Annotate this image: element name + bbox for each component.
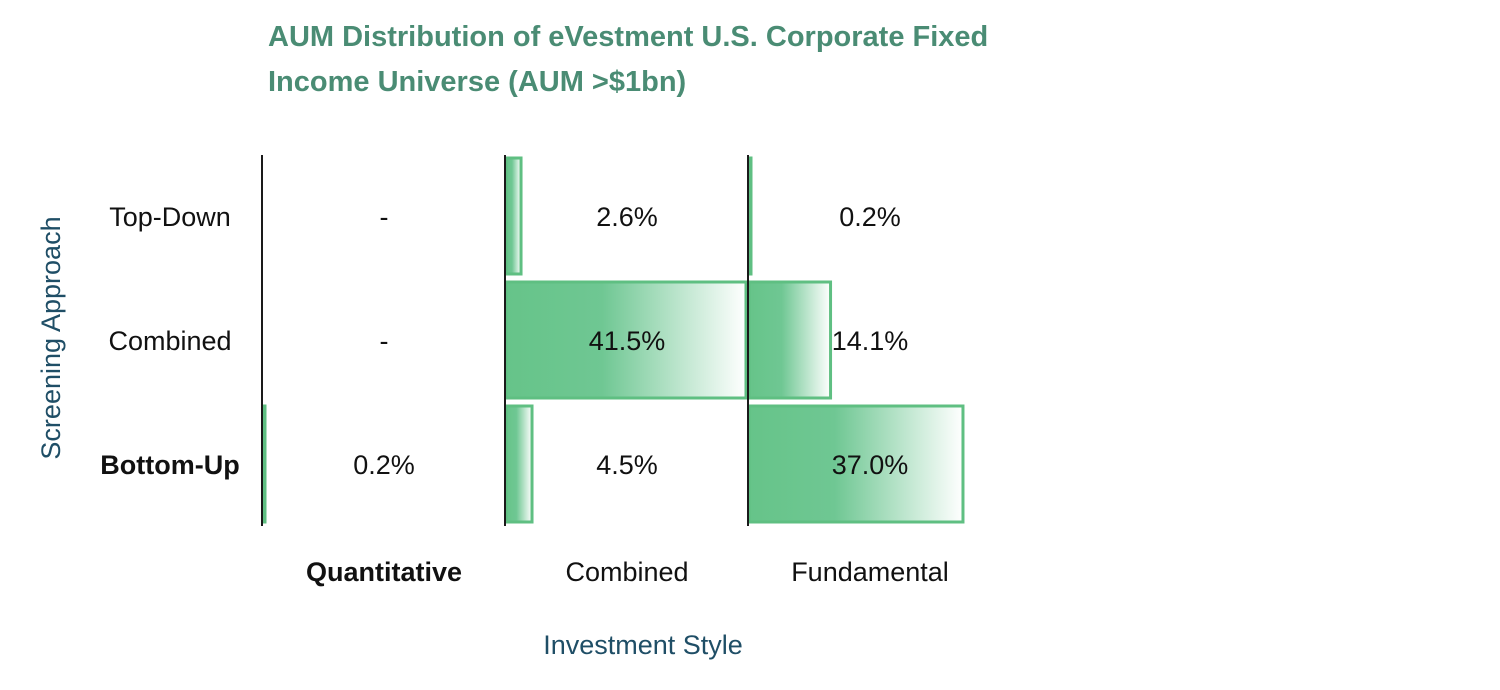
col-labels-layer: Quantitative Combined Fundamental [306, 557, 949, 587]
bars-layer [261, 156, 965, 524]
cell-label-top-down-quantitative: - [380, 202, 389, 232]
bar-combined-combined [504, 280, 748, 400]
bar-top-down-combined [504, 156, 523, 276]
column-label-quantitative: Quantitative [306, 557, 462, 587]
bar-bottom-up-combined [504, 404, 534, 524]
cell-label-bottom-up-fundamental: 37.0% [832, 450, 909, 480]
row-labels-layer: Top-Down Combined Bottom-Up [100, 202, 239, 480]
bar-top-down-fundamental [747, 156, 753, 276]
x-axis-title: Investment Style [543, 630, 743, 660]
cell-label-bottom-up-quantitative: 0.2% [353, 450, 415, 480]
cell-label-combined-quantitative: - [380, 326, 389, 356]
cell-label-combined-fundamental: 14.1% [832, 326, 909, 356]
bar-bottom-up-fundamental [747, 404, 965, 524]
cell-labels-layer: - 2.6% 0.2% - 41.5% 14.1% 0.2% 4.5% 37.0% [353, 202, 908, 480]
cell-label-combined-combined: 41.5% [589, 326, 666, 356]
y-axis-title: Screening Approach [36, 216, 66, 459]
chart-title-line-2: Income Universe (AUM >$1bn) [268, 66, 686, 98]
row-label-top-down: Top-Down [109, 202, 231, 232]
row-label-bottom-up: Bottom-Up [100, 450, 239, 480]
bar-combined-fundamental [747, 280, 833, 400]
cell-label-bottom-up-combined: 4.5% [596, 450, 658, 480]
row-label-combined: Combined [108, 326, 231, 356]
cell-label-top-down-fundamental: 0.2% [839, 202, 901, 232]
bar-bottom-up-quantitative [261, 404, 267, 524]
chart-title: AUM Distribution of eVestment U.S. Corpo… [268, 21, 988, 98]
chart-title-line-1: AUM Distribution of eVestment U.S. Corpo… [268, 21, 988, 53]
column-label-combined: Combined [565, 557, 688, 587]
cell-label-top-down-combined: 2.6% [596, 202, 658, 232]
column-label-fundamental: Fundamental [791, 557, 949, 587]
separators-layer [261, 155, 749, 526]
